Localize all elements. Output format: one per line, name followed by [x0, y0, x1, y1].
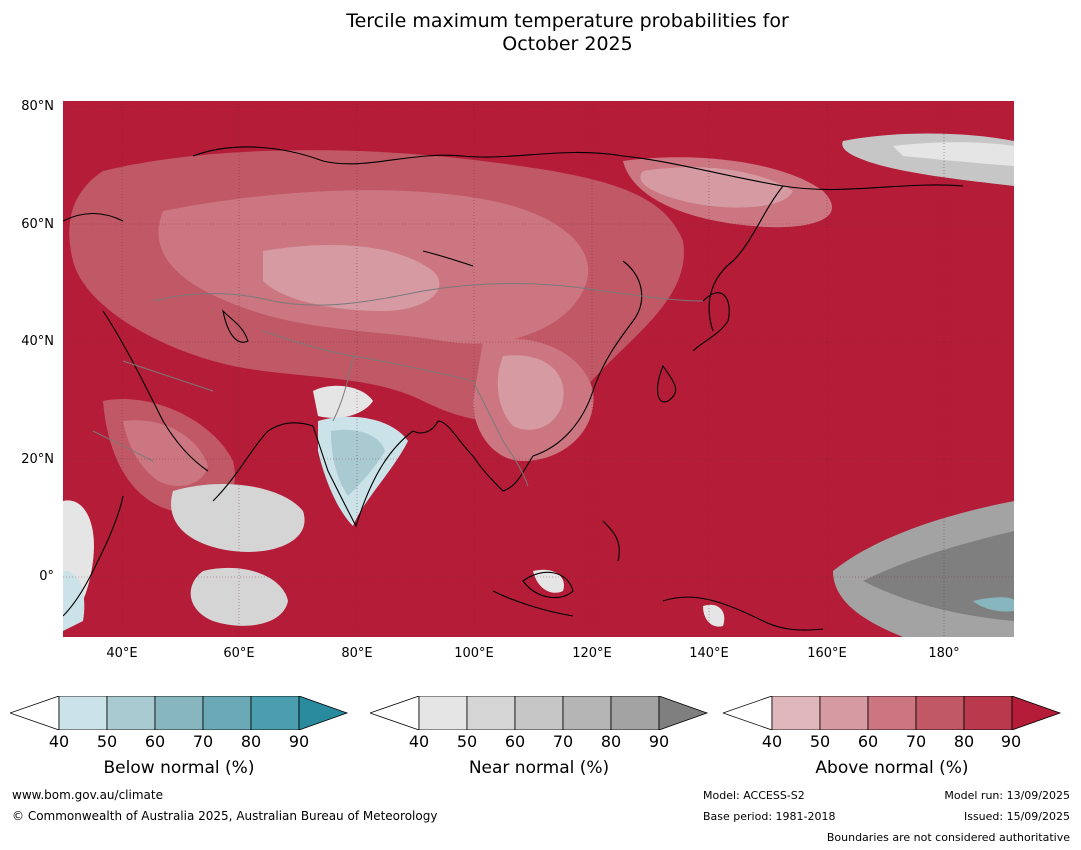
lon-label-120e: 120°E: [572, 646, 612, 661]
graticule: [63, 101, 1014, 637]
title-line-1: Tercile maximum temperature probabilitie…: [346, 10, 789, 32]
east-siberia-50pct-region: [640, 167, 793, 208]
cbar3-tick-80: 80: [953, 732, 975, 751]
coastlines: [63, 146, 964, 631]
cbar2-tick-60: 60: [504, 732, 526, 751]
cbar3-tick-70: 70: [905, 732, 927, 751]
boundaries-disclaimer: Boundaries are not considered authoritat…: [826, 831, 1070, 844]
cbar2-tick-70: 70: [552, 732, 574, 751]
lat-label-80n: 80°N: [21, 99, 54, 114]
colorbar-near-normal: [370, 696, 709, 730]
lat-label-40n: 40°N: [21, 334, 54, 349]
lat-label-0: 0°: [39, 569, 54, 584]
cbar1-tick-50: 50: [96, 732, 118, 751]
cbar2-tick-80: 80: [600, 732, 622, 751]
map-title: Tercile maximum temperature probabilitie…: [0, 10, 1081, 56]
india-below-normal-50pct-region: [331, 429, 385, 496]
title-line-2: October 2025: [502, 33, 633, 55]
lon-label-40e: 40°E: [106, 646, 138, 661]
cbar2-tick-50: 50: [456, 732, 478, 751]
borneo-near-normal-patch: [533, 569, 564, 593]
lat-label-60n: 60°N: [21, 217, 54, 232]
country-borders: [92, 283, 704, 487]
lon-label-100e: 100°E: [454, 646, 494, 661]
cbar3-tick-60: 60: [857, 732, 879, 751]
central-asia-50pct-region: [263, 245, 440, 311]
lon-label-60e: 60°E: [223, 646, 255, 661]
cbar3-tick-40: 40: [761, 732, 783, 751]
model-text: Model: ACCESS-S2: [703, 789, 805, 802]
colorbar-above-normal: [723, 696, 1062, 730]
cbar3-title: Above normal (%): [815, 758, 969, 778]
issued-text: Issued: 15/09/2025: [963, 810, 1070, 823]
cbar1-tick-60: 60: [144, 732, 166, 751]
colorbar-below-normal: [10, 696, 349, 730]
cbar1-tick-70: 70: [192, 732, 214, 751]
map-canvas: [63, 101, 1014, 637]
cbar1-tick-80: 80: [240, 732, 262, 751]
copyright-text: © Commonwealth of Australia 2025, Austra…: [12, 809, 438, 823]
lon-label-140e: 140°E: [689, 646, 729, 661]
lon-label-180: 180°: [928, 646, 960, 661]
cbar3-tick-50: 50: [809, 732, 831, 751]
lat-label-20n: 20°N: [21, 452, 54, 467]
probability-map: [63, 101, 1014, 637]
lon-label-160e: 160°E: [807, 646, 847, 661]
cbar2-tick-90: 90: [648, 732, 670, 751]
cbar1-tick-90: 90: [288, 732, 310, 751]
website-link[interactable]: www.bom.gov.au/climate: [12, 788, 163, 802]
arabia-60pct-region: [123, 420, 208, 486]
north-india-near-normal-region: [313, 385, 373, 418]
arctic-near-normal-low-region: [893, 142, 1014, 166]
cbar2-tick-40: 40: [408, 732, 430, 751]
cbar3-tick-90: 90: [1000, 732, 1022, 751]
new-guinea-near-normal-patch: [703, 604, 725, 627]
cbar1-tick-40: 40: [48, 732, 70, 751]
indian-ocean-near-normal-region: [171, 483, 305, 552]
base-period-text: Base period: 1981-2018: [703, 810, 836, 823]
pacific-near-normal-80pct-region: [863, 531, 1014, 621]
cbar2-title: Near normal (%): [468, 758, 610, 778]
cbar1-title: Below normal (%): [103, 758, 255, 778]
east-africa-below-normal-region: [63, 570, 85, 631]
pacific-below-normal-patch: [973, 597, 1014, 612]
lon-label-80e: 80°E: [341, 646, 373, 661]
china-50pct-region: [497, 355, 564, 430]
south-indian-ocean-near-normal-region: [190, 567, 288, 626]
model-run-text: Model run: 13/09/2025: [944, 789, 1070, 802]
